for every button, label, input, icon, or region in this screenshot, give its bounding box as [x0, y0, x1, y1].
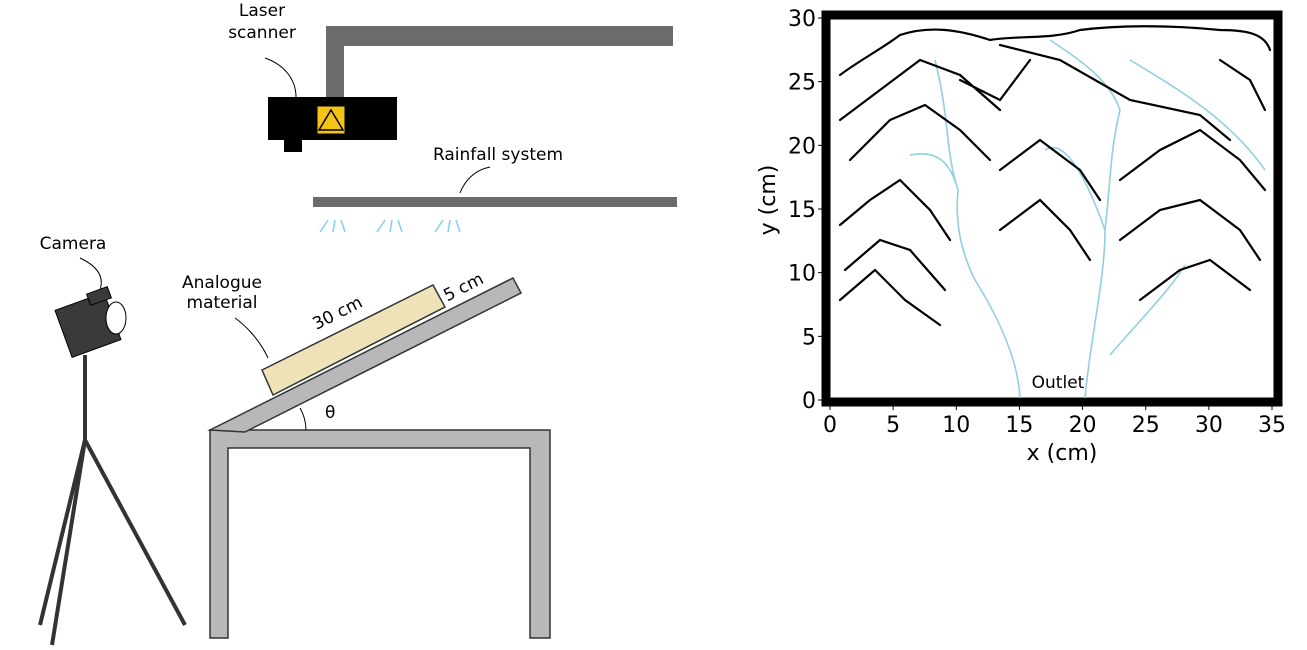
y-tick-label: 20: [788, 134, 816, 159]
y-tick-label: 0: [802, 389, 816, 414]
gantry-post: [326, 26, 344, 100]
y-tick-label: 5: [802, 325, 816, 350]
tripod: [40, 355, 185, 645]
label: Analogue: [182, 273, 262, 293]
x-axis-label: x (cm): [1027, 441, 1098, 466]
label: Camera: [40, 234, 107, 254]
x-tick-label: 15: [1005, 413, 1033, 438]
label: Laser: [239, 1, 285, 21]
y-axis-label: y (cm): [756, 165, 781, 236]
label: material: [187, 293, 258, 313]
y-tick-label: 10: [788, 262, 816, 287]
leader: [80, 258, 101, 290]
label: scanner: [228, 23, 296, 43]
angle-arc: [300, 408, 306, 430]
x-tick-label: 20: [1069, 413, 1097, 438]
y-tick-label: 30: [788, 7, 816, 32]
gantry: [326, 26, 673, 46]
x-tick-label: 5: [886, 413, 900, 438]
rainfall-bar: [313, 197, 677, 207]
x-tick-label: 25: [1132, 413, 1160, 438]
camera: [55, 287, 126, 358]
x-tick-label: 0: [823, 413, 837, 438]
leader: [265, 58, 296, 97]
label: θ: [325, 403, 335, 423]
figure: Laser scanner Rainfall system θ 30 cm 5 …: [0, 0, 1307, 646]
annotation: Outlet: [1032, 373, 1085, 393]
leader: [460, 167, 490, 193]
x-tick-label: 30: [1195, 413, 1223, 438]
x-tick-label: 10: [942, 413, 970, 438]
table: [210, 430, 550, 638]
scanner-lens: [284, 140, 302, 152]
y-tick-label: 15: [788, 198, 816, 223]
page: Laser scanner Rainfall system θ 30 cm 5 …: [0, 0, 1307, 650]
label: Rainfall system: [433, 145, 563, 165]
rain-drops: [320, 220, 460, 232]
y-tick-label: 25: [788, 71, 816, 96]
leader: [235, 318, 268, 358]
x-tick-label: 35: [1258, 413, 1286, 438]
